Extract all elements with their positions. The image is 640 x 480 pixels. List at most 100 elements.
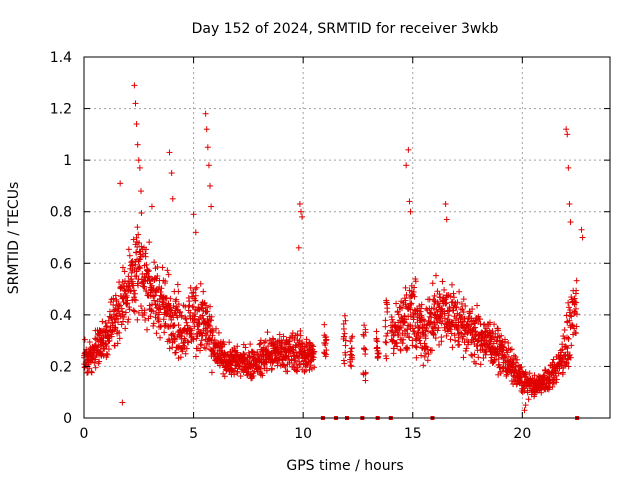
data-point xyxy=(120,313,127,320)
data-point xyxy=(436,341,443,348)
data-point xyxy=(429,347,436,354)
data-point xyxy=(373,337,380,344)
data-point xyxy=(572,299,579,306)
data-point xyxy=(192,292,199,299)
data-point xyxy=(204,144,211,151)
data-point xyxy=(439,317,446,324)
data-point xyxy=(411,284,418,291)
data-point xyxy=(348,363,355,370)
data-point xyxy=(136,164,143,171)
data-point xyxy=(114,340,121,347)
data-point xyxy=(134,141,141,148)
data-point xyxy=(294,368,301,375)
data-point xyxy=(208,203,215,210)
data-point xyxy=(375,350,382,357)
data-point xyxy=(154,273,161,280)
data-point xyxy=(472,360,479,367)
data-point xyxy=(203,126,210,133)
data-point xyxy=(131,82,138,89)
data-point xyxy=(340,325,347,332)
data-point xyxy=(280,333,287,340)
data-point xyxy=(568,342,575,349)
data-point xyxy=(125,246,132,253)
data-point xyxy=(340,333,347,340)
data-point xyxy=(130,294,137,301)
data-point xyxy=(119,318,126,325)
data-point xyxy=(166,149,173,156)
x-tick-label: 5 xyxy=(189,426,198,442)
data-point xyxy=(123,300,130,307)
data-point xyxy=(175,301,182,308)
data-point xyxy=(156,302,163,309)
data-point xyxy=(183,345,190,352)
data-point xyxy=(383,339,390,346)
data-point xyxy=(565,304,572,311)
data-point xyxy=(202,110,209,117)
data-point xyxy=(373,328,380,335)
data-point xyxy=(132,100,139,107)
data-point xyxy=(361,346,368,353)
data-point xyxy=(447,293,454,300)
data-point xyxy=(462,302,469,309)
data-point xyxy=(395,331,402,338)
data-point xyxy=(131,290,138,297)
data-point xyxy=(362,351,369,358)
data-point xyxy=(567,354,574,361)
data-point xyxy=(573,311,580,318)
data-point xyxy=(210,329,217,336)
data-point xyxy=(437,313,444,320)
data-point xyxy=(418,301,425,308)
data-point xyxy=(136,263,143,270)
data-point xyxy=(484,323,491,330)
data-point xyxy=(182,350,189,357)
data-point xyxy=(403,162,410,169)
data-point xyxy=(411,328,418,335)
data-point xyxy=(165,271,172,278)
data-point xyxy=(147,313,154,320)
data-point xyxy=(482,351,489,358)
data-point xyxy=(446,305,453,312)
data-point xyxy=(134,224,141,231)
data-point xyxy=(559,341,566,348)
data-point xyxy=(275,355,282,362)
data-point xyxy=(150,320,157,327)
data-point xyxy=(296,200,303,207)
data-point xyxy=(159,264,166,271)
data-point xyxy=(211,349,218,356)
data-point xyxy=(174,281,181,288)
data-point xyxy=(550,356,557,363)
data-point xyxy=(525,396,532,403)
data-point xyxy=(549,383,556,390)
data-point xyxy=(96,358,103,365)
data-point xyxy=(304,343,311,350)
data-point xyxy=(526,370,533,377)
data-point xyxy=(374,338,381,345)
data-point xyxy=(321,321,328,328)
data-point xyxy=(498,332,505,339)
data-point xyxy=(572,305,579,312)
data-point xyxy=(495,356,502,363)
data-point xyxy=(137,265,144,272)
data-point xyxy=(135,309,142,316)
data-point xyxy=(193,284,200,291)
data-point xyxy=(518,363,525,370)
data-point xyxy=(295,244,302,251)
data-point xyxy=(458,300,465,307)
data-point xyxy=(486,341,493,348)
data-point xyxy=(137,188,144,195)
data-point xyxy=(174,314,181,321)
data-point xyxy=(564,355,571,362)
data-point xyxy=(394,343,401,350)
y-tick-label: 0.4 xyxy=(50,308,72,324)
data-point xyxy=(232,365,239,372)
data-point xyxy=(360,332,367,339)
data-point xyxy=(456,288,463,295)
data-point xyxy=(124,319,131,326)
data-point xyxy=(160,316,167,323)
data-point xyxy=(157,334,164,341)
data-point xyxy=(514,356,521,363)
data-point xyxy=(382,338,389,345)
data-point xyxy=(429,280,436,287)
data-point xyxy=(190,336,197,343)
data-point xyxy=(407,306,414,313)
